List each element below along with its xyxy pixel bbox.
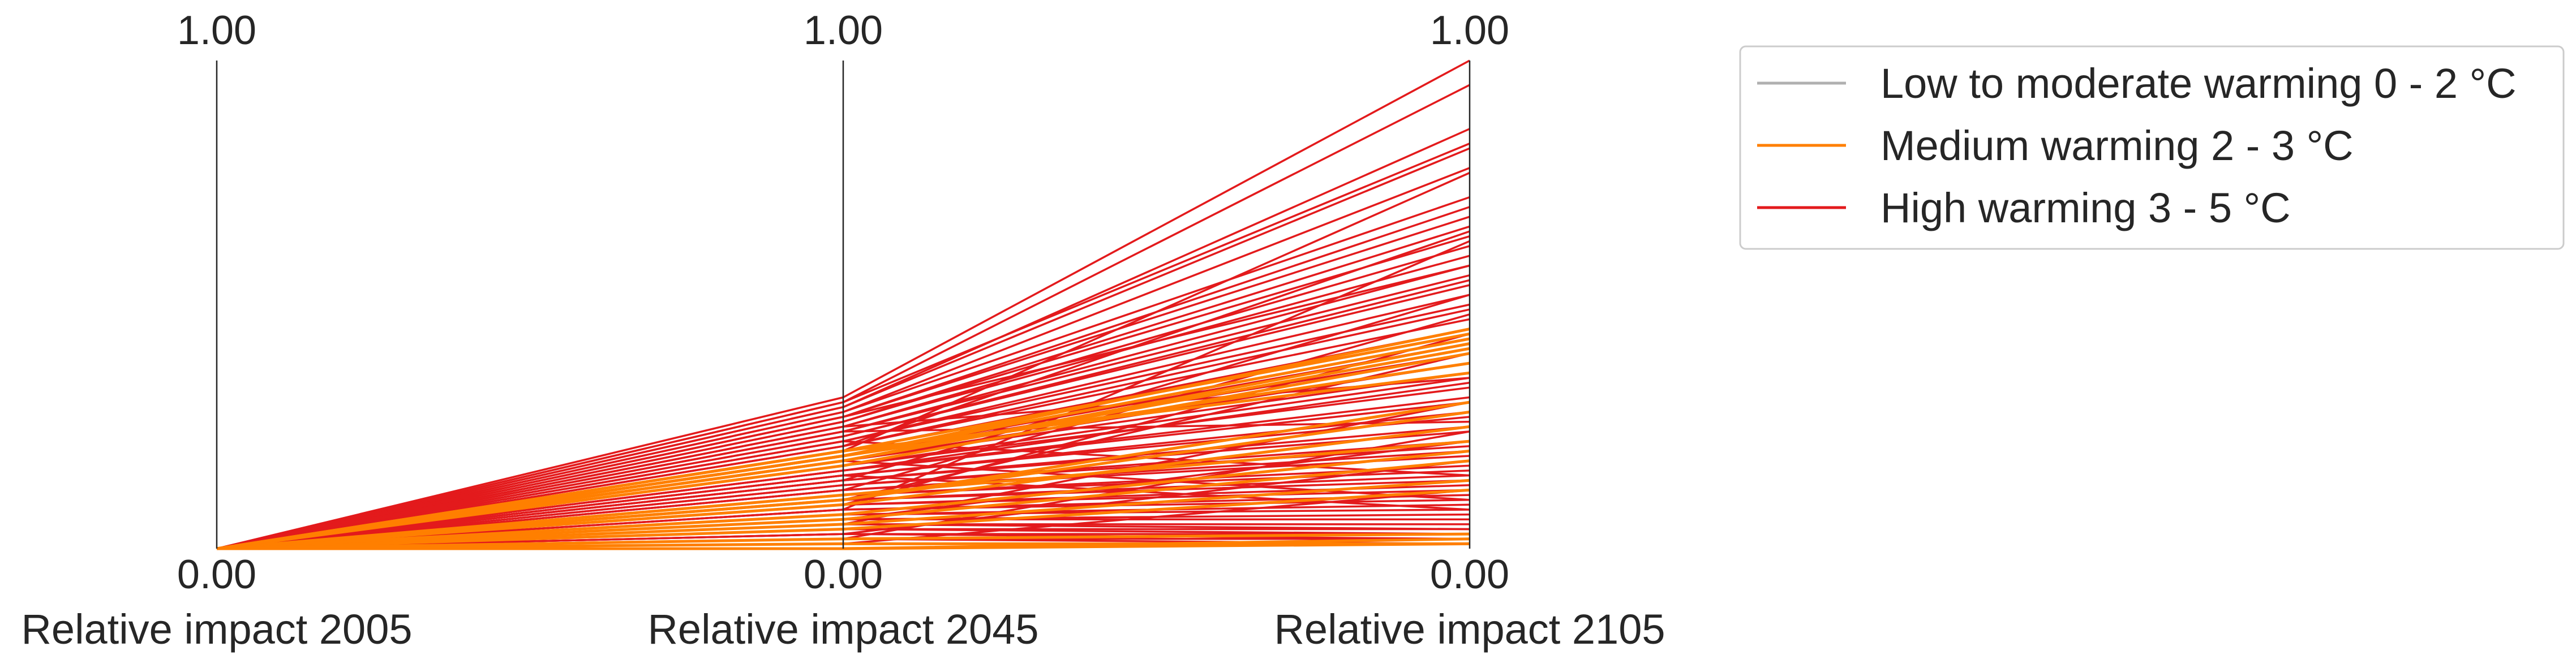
legend-label-2: High warming 3 - 5 °C <box>1881 184 2291 231</box>
axis-1-label: Relative impact 2045 <box>647 606 1038 653</box>
axis-0-label: Relative impact 2005 <box>21 606 412 653</box>
axis-1-max-tick-label: 1.00 <box>804 8 883 53</box>
axis-1-min-tick-label: 0.00 <box>804 552 883 597</box>
legend-frame <box>1739 45 2565 250</box>
axis-0-min-tick-label: 0.00 <box>177 552 256 597</box>
axis-2-min-tick-label: 0.00 <box>1430 552 1509 597</box>
legend-label-1: Medium warming 2 - 3 °C <box>1881 122 2354 169</box>
axis-0-max-tick-label: 1.00 <box>177 8 256 53</box>
legend-label-0: Low to moderate warming 0 - 2 °C <box>1881 60 2517 107</box>
legend: Low to moderate warming 0 - 2 °C Medium w… <box>1739 45 2565 250</box>
axes-layer: 1.00 0.00 Relative impact 2005 1.00 0.00 Rela… <box>21 8 1665 653</box>
axis-2-max-tick-label: 1.00 <box>1430 8 1509 53</box>
axis-2-label: Relative impact 2105 <box>1274 606 1665 653</box>
